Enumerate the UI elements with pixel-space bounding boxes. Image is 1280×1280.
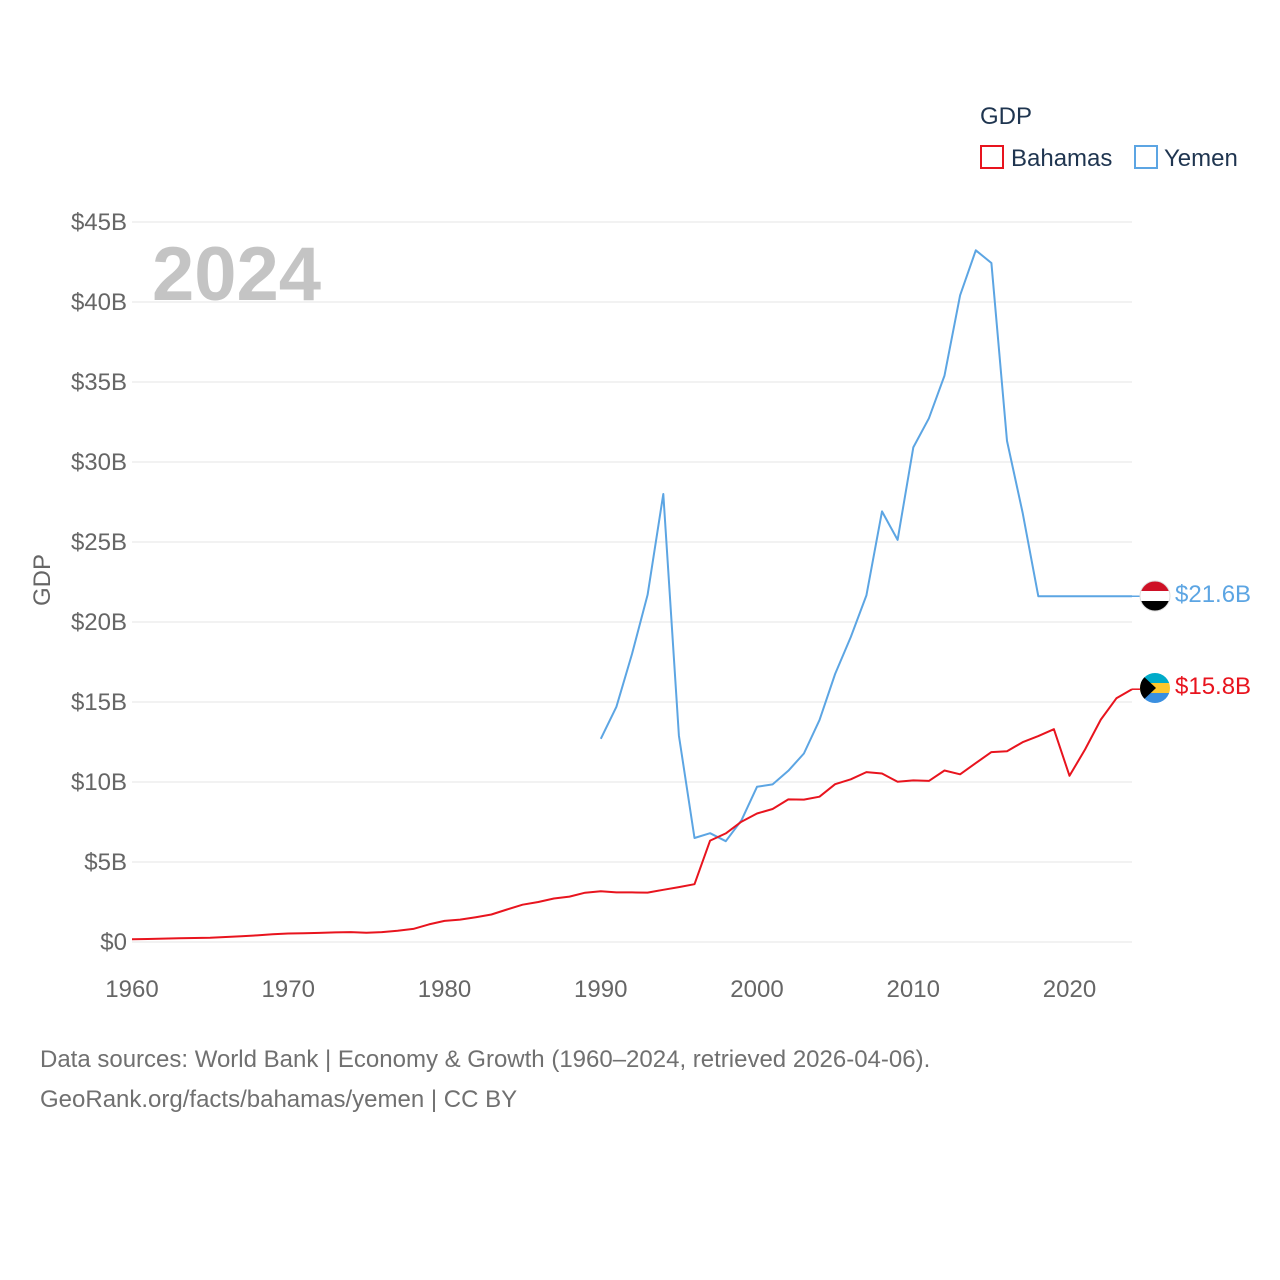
source-line-1: Data sources: World Bank | Economy & Gro… bbox=[40, 1046, 931, 1073]
series-line-bahamas[interactable] bbox=[131, 688, 1133, 941]
y-tick-label: $0 bbox=[100, 929, 127, 956]
x-tick-label: 1970 bbox=[262, 976, 315, 1003]
legend-title: GDP bbox=[980, 103, 1032, 130]
y-tick-label: $30B bbox=[71, 449, 127, 476]
x-tick-label: 2010 bbox=[887, 976, 940, 1003]
x-tick-label: 1980 bbox=[418, 976, 471, 1003]
y-tick-label: $45B bbox=[71, 209, 127, 236]
gdp-line-chart: $0 $5B $10B $15B $20B $25B $30B $35B $40B $45B 19… bbox=[29, 103, 1251, 1003]
legend-swatch-yemen bbox=[1134, 145, 1158, 169]
x-tick-label: 1990 bbox=[574, 976, 627, 1003]
series-lines bbox=[131, 249, 1140, 941]
y-axis-ticks: $0 $5B $10B $15B $20B $25B $30B $35B $40B $45B bbox=[71, 209, 127, 956]
legend: GDP Bahamas Yemen bbox=[980, 103, 1238, 172]
source-note: Data sources: World Bank | Economy & Gro… bbox=[40, 1040, 1240, 1120]
legend-label-bahamas[interactable]: Bahamas bbox=[1011, 145, 1112, 172]
bahamas-flag-icon bbox=[1140, 673, 1170, 703]
legend-label-yemen[interactable]: Yemen bbox=[1164, 145, 1238, 172]
y-tick-label: $40B bbox=[71, 289, 127, 316]
yemen-end-value: $21.6B bbox=[1175, 581, 1251, 608]
x-tick-label: 1960 bbox=[105, 976, 158, 1003]
y-tick-label: $20B bbox=[71, 609, 127, 636]
bahamas-end-value: $15.8B bbox=[1175, 673, 1251, 700]
yemen-flag-icon bbox=[1139, 580, 1171, 612]
x-tick-label: 2000 bbox=[730, 976, 783, 1003]
gridlines bbox=[132, 221, 1132, 943]
y-tick-label: $10B bbox=[71, 769, 127, 796]
source-line-2: GeoRank.org/facts/bahamas/yemen | CC BY bbox=[40, 1086, 518, 1113]
y-tick-label: $25B bbox=[71, 529, 127, 556]
x-tick-label: 2020 bbox=[1043, 976, 1096, 1003]
x-axis-ticks: 1960 1970 1980 1990 2000 2010 2020 bbox=[105, 976, 1096, 1003]
y-tick-label: $35B bbox=[71, 369, 127, 396]
y-axis-title: GDP bbox=[29, 554, 56, 606]
series-line-yemen[interactable] bbox=[599, 249, 1132, 843]
y-tick-label: $5B bbox=[84, 849, 127, 876]
year-label: 2024 bbox=[152, 232, 321, 317]
y-tick-label: $15B bbox=[71, 689, 127, 716]
legend-swatch-bahamas bbox=[980, 145, 1004, 169]
